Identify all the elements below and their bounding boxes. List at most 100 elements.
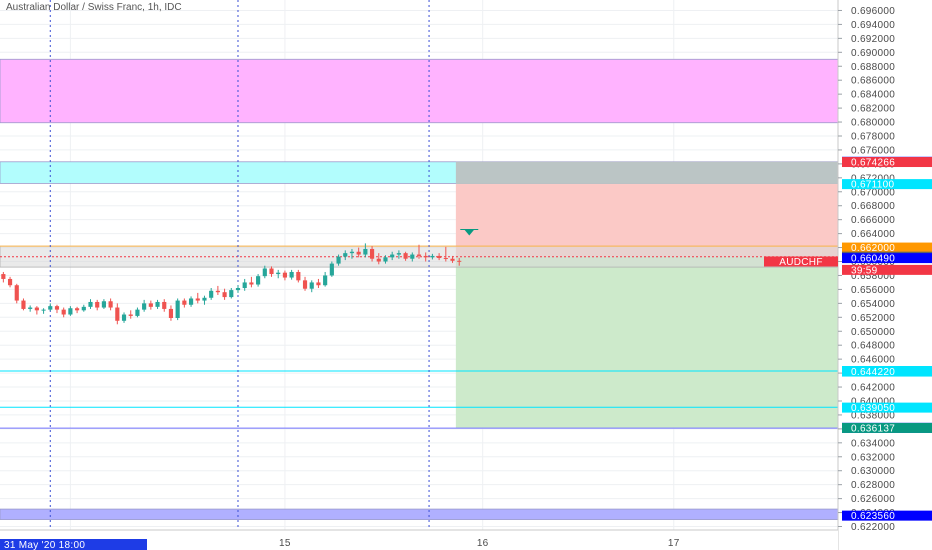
price-tag-label: 0.671100: [851, 180, 895, 191]
candle-body: [61, 309, 66, 315]
candle-body: [48, 306, 53, 310]
price-tick-label: 0.670000: [851, 187, 895, 198]
candle-body: [81, 306, 86, 311]
entry-arrow-icon: [464, 229, 475, 236]
candle-body: [155, 301, 160, 307]
price-tag-label: 0.644220: [851, 367, 895, 378]
candle-body: [323, 275, 328, 286]
candle-body: [235, 288, 241, 291]
candle-body: [390, 254, 395, 258]
price-tick-label: 0.622000: [851, 522, 895, 533]
time-axis[interactable]: 15 16 17 31 May '20 18:00: [0, 529, 838, 550]
candle-body: [162, 301, 167, 309]
candle-body: [14, 285, 19, 301]
price-tick-label: 0.638000: [851, 410, 895, 421]
price-tick-label: 0.672000: [851, 173, 895, 184]
symbol-tag-label: AUDCHF: [779, 257, 822, 268]
candle-body: [363, 248, 368, 255]
candle-body: [75, 308, 80, 311]
price-tick-label: 0.692000: [851, 34, 895, 45]
candle-body: [188, 298, 194, 305]
time-tick-label: 16: [477, 538, 489, 549]
candle-body: [209, 290, 214, 298]
price-tick-label: 0.632000: [851, 452, 895, 463]
candles: [1, 243, 462, 325]
price-tag: [842, 157, 932, 168]
price-tick-label: 0.642000: [851, 383, 895, 394]
candle-body: [135, 309, 140, 316]
candle-body: [101, 301, 106, 308]
price-tag-label: 0.660490: [851, 254, 895, 265]
symbol-tag: [764, 256, 838, 267]
price-tick-label: 0.680000: [851, 118, 895, 129]
chart-title: Australian Dollar / Swiss Franc, 1h, IDC: [6, 2, 182, 13]
candle-body: [142, 303, 147, 310]
candle-body: [222, 292, 227, 298]
candle-body: [41, 309, 46, 311]
time-tick-label: 17: [668, 538, 680, 549]
candle-body: [262, 268, 267, 277]
candle-body: [54, 306, 60, 310]
candle-body: [108, 301, 113, 308]
candle-body: [95, 301, 100, 308]
price-tick-label: 0.686000: [851, 76, 895, 87]
price-tag: [842, 253, 932, 264]
candle-body: [437, 255, 442, 259]
price-tick-label: 0.646000: [851, 355, 895, 366]
price-tick-label: 0.648000: [851, 341, 895, 352]
candle-body: [403, 253, 408, 259]
price-tick-label: 0.696000: [851, 6, 895, 17]
countdown-tag: [842, 264, 932, 275]
candle-body: [229, 290, 234, 298]
position-stop-zone: [455, 184, 838, 257]
price-tick-label: 0.690000: [851, 48, 895, 59]
candle-body: [182, 300, 187, 305]
candle-body: [356, 251, 361, 255]
candle-body: [430, 255, 435, 258]
price-tag-label: 0.662000: [851, 243, 895, 254]
candle-body: [336, 256, 341, 264]
crosshair-time-tag: [0, 539, 147, 550]
price-tick-label: 0.640000: [851, 396, 895, 407]
candle-body: [302, 280, 308, 289]
candle-body: [7, 278, 13, 286]
price-axis[interactable]: 0.696000 0.694000 0.692000 0.690000 0.688000…: [837, 0, 932, 550]
price-tag: [842, 422, 932, 433]
price-tag: [842, 402, 932, 413]
position-gray-zone: [455, 161, 838, 185]
candle-body: [202, 297, 207, 301]
price-tick-label: 0.678000: [851, 131, 895, 142]
zones: [0, 58, 839, 520]
candle-body: [28, 307, 33, 309]
candle-body: [148, 303, 153, 307]
price-tick-label: 0.682000: [851, 104, 895, 115]
candle-body: [21, 300, 26, 309]
countdown-tag-label: 39:59: [851, 265, 878, 276]
candle-body: [282, 272, 287, 278]
markers: [460, 229, 479, 236]
price-tick-label: 0.658000: [851, 271, 895, 282]
price-tag-label: 0.636137: [851, 423, 895, 434]
candle-body: [1, 274, 6, 279]
candle-body: [68, 308, 73, 315]
price-tick-label: 0.668000: [851, 201, 895, 212]
price-tick-label: 0.650000: [851, 327, 895, 338]
price-tick-label: 0.664000: [851, 229, 895, 240]
candle-body: [215, 290, 220, 293]
time-axis-bg: [0, 530, 838, 550]
price-tick-label: 0.688000: [851, 62, 895, 73]
candle-body: [34, 307, 39, 311]
candle-body: [175, 300, 180, 318]
candle-body: [242, 282, 247, 289]
price-tags: 0.6743000.6742660.6711000.6620000.660690…: [764, 156, 932, 522]
price-tick-label: 0.654000: [851, 299, 895, 310]
candle-body: [289, 271, 294, 278]
candle-body: [369, 248, 375, 259]
price-tag-label: 0.623560: [851, 511, 895, 522]
price-axis-bg: [838, 0, 932, 550]
candle-body: [88, 301, 93, 307]
vertical-markers: [49, 0, 430, 540]
price-tick-label: 0.676000: [851, 145, 895, 156]
